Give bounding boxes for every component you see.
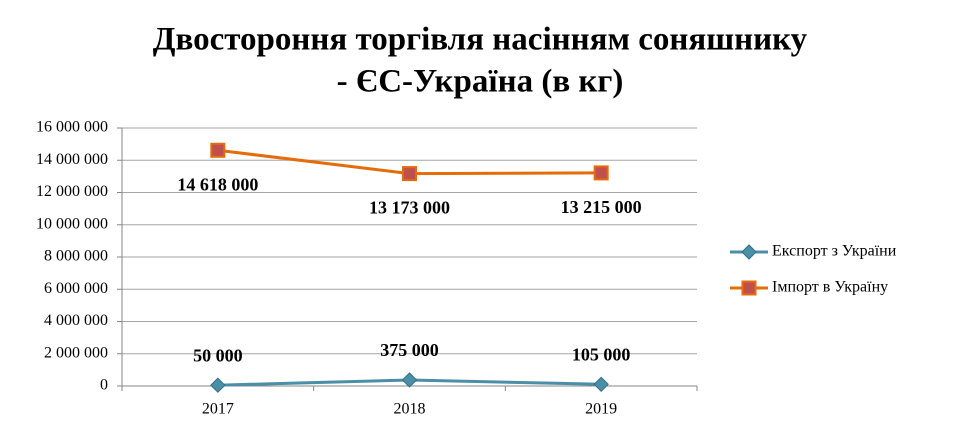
data-label: 105 000 [572, 344, 631, 364]
y-tick-label: 0 [100, 377, 108, 394]
chart-title: - ЄС-Україна (в кг) [337, 64, 624, 100]
x-tick-label: 2017 [202, 401, 234, 418]
legend-marker [741, 244, 757, 260]
data-label: 50 000 [193, 345, 243, 365]
data-label: 13 173 000 [369, 198, 450, 218]
data-label: 14 618 000 [177, 174, 258, 194]
legend-label: Імпорт в Україну [772, 279, 888, 296]
y-tick-label: 6 000 000 [44, 280, 108, 297]
data-point [401, 372, 418, 388]
data-point [210, 377, 226, 393]
legend-label: Експорт з України [772, 243, 897, 260]
data-label: 13 215 000 [561, 197, 642, 217]
chart-title: Двостороння торгівля насінням соняшнику [153, 22, 808, 58]
data-point [402, 166, 417, 182]
data-label: 375 000 [380, 340, 439, 360]
y-tick-label: 8 000 000 [44, 248, 108, 265]
y-tick-label: 14 000 000 [36, 151, 108, 168]
y-tick-label: 12 000 000 [36, 183, 108, 200]
x-tick-label: 2018 [394, 401, 426, 418]
data-point [593, 165, 609, 181]
data-point [593, 376, 609, 393]
x-tick-label: 2019 [585, 401, 617, 418]
y-tick-label: 2 000 000 [44, 344, 108, 361]
y-tick-label: 10 000 000 [36, 215, 108, 232]
legend-marker [741, 280, 757, 296]
y-tick-label: 4 000 000 [44, 312, 108, 329]
data-point [210, 142, 226, 158]
y-tick-label: 16 000 000 [36, 119, 108, 136]
